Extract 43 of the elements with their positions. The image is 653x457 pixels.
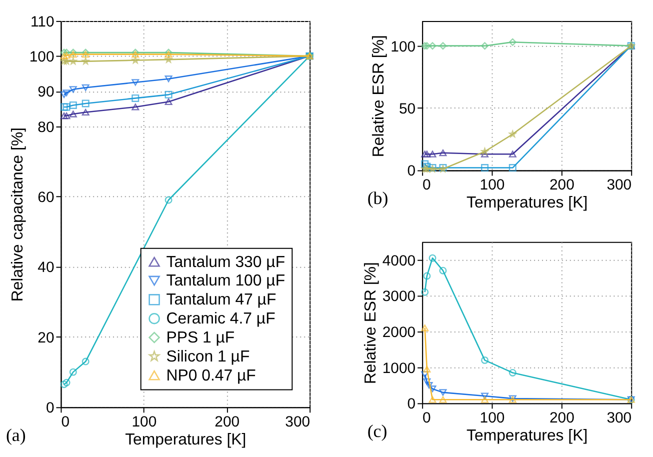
text: (c) [367,421,388,442]
y-tick-label: 2000 [382,324,416,341]
y-tick-label: 110 [30,13,54,30]
y-axis-title: Relative ESR [%] [362,262,380,384]
legend-label: Ceramic 4.7 µF [166,310,276,328]
x-axis-title: Temperatures [K] [466,428,588,445]
legend-label: Tantalum 100 µF [166,272,286,290]
y-axis-title: Relative ESR [%] [370,35,388,158]
x-axis-title: Temperatures [K] [466,194,588,212]
x-tick-label: 300 [285,414,310,431]
legend-label: Tantalum 47 µF [166,292,276,309]
y-tick-label: 100 [390,38,416,56]
x-tick-label: 100 [480,176,505,194]
x-tick-label: 0 [422,176,431,194]
y-tick-label: 0 [407,396,416,413]
x-tick-label: 100 [132,414,157,431]
text: (a) [6,425,26,446]
x-tick-label: 100 [480,410,505,427]
y-tick-label: 100 [29,48,54,66]
y-tick-label: 80 [38,118,54,136]
x-tick-label: 200 [214,414,240,431]
x-tick-label: 0 [422,410,431,427]
y-tick-label: 20 [38,329,54,346]
text: (b) [367,188,388,208]
legend-label: PPS 1 µF [166,329,235,346]
legend-label: Silicon 1 µF [166,348,250,366]
y-tick-label: 50 [398,100,416,118]
x-tick-label: 300 [606,176,632,194]
y-tick-label: 60 [38,188,54,206]
x-tick-label: 300 [606,410,632,427]
y-tick-label: 1000 [382,360,416,377]
legend-label: Tantalum 330 µF [166,254,286,271]
y-tick-label: 90 [38,84,54,101]
y-axis-title: Relative capacitance [%] [9,127,26,302]
y-tick-label: 3000 [382,288,416,306]
x-tick-label: 0 [61,414,70,431]
x-tick-label: 200 [549,176,574,194]
x-axis-title: Temperatures [K] [125,432,246,448]
y-tick-label: 4000 [382,252,416,270]
y-tick-label: 40 [38,259,54,276]
y-tick-label: 0 [407,162,416,180]
legend-label: NP0 0.47 µF [166,367,256,384]
x-tick-label: 200 [549,410,574,427]
